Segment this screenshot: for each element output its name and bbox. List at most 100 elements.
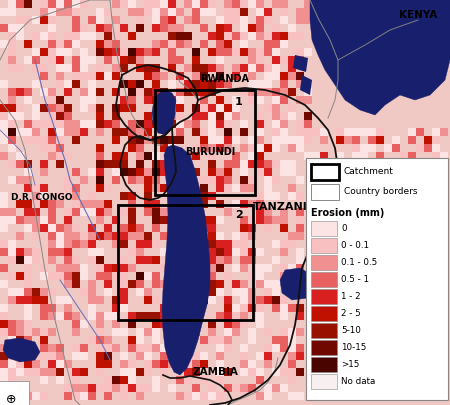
Bar	[96, 88, 104, 96]
Bar	[0, 384, 8, 392]
Bar	[8, 48, 16, 56]
Bar	[56, 48, 64, 56]
Bar	[72, 224, 80, 232]
Bar	[120, 160, 128, 168]
Bar	[264, 208, 272, 216]
Bar	[176, 336, 184, 344]
Bar	[56, 128, 64, 136]
Bar	[224, 336, 232, 344]
Bar	[296, 56, 304, 64]
Bar	[224, 296, 232, 304]
Bar	[264, 104, 272, 112]
Bar	[24, 328, 32, 336]
Bar	[64, 384, 72, 392]
Bar	[56, 344, 64, 352]
Bar	[112, 328, 120, 336]
Bar	[160, 136, 168, 144]
Bar	[112, 104, 120, 112]
Bar	[128, 264, 136, 272]
Bar	[240, 176, 248, 184]
Bar	[184, 240, 192, 248]
Bar	[240, 264, 248, 272]
Bar	[311, 323, 337, 338]
Bar	[120, 296, 128, 304]
Bar	[16, 104, 24, 112]
Bar	[128, 168, 136, 176]
Bar	[40, 352, 48, 360]
Bar	[120, 168, 128, 176]
Bar	[64, 152, 72, 160]
Bar	[48, 208, 56, 216]
Bar	[128, 56, 136, 64]
Bar	[0, 352, 8, 360]
Bar	[32, 192, 40, 200]
Bar	[48, 136, 56, 144]
Bar	[8, 376, 16, 384]
Polygon shape	[300, 75, 312, 95]
Bar	[280, 96, 288, 104]
Bar	[128, 336, 136, 344]
Bar	[272, 280, 280, 288]
Bar	[80, 176, 88, 184]
Bar	[240, 64, 248, 72]
Bar	[40, 296, 48, 304]
Bar	[136, 352, 144, 360]
Bar	[248, 224, 256, 232]
Bar	[240, 344, 248, 352]
Bar	[376, 152, 384, 160]
Bar	[64, 112, 72, 120]
Bar	[272, 240, 280, 248]
Bar	[192, 256, 200, 264]
Bar	[352, 152, 360, 160]
Bar	[176, 88, 184, 96]
Bar	[96, 256, 104, 264]
Bar	[40, 64, 48, 72]
Bar	[24, 224, 32, 232]
Bar	[152, 256, 160, 264]
Bar	[280, 304, 288, 312]
Bar	[56, 312, 64, 320]
Bar	[72, 232, 80, 240]
Bar	[72, 264, 80, 272]
Bar	[64, 176, 72, 184]
Bar	[0, 136, 8, 144]
Bar	[128, 312, 136, 320]
Bar	[264, 64, 272, 72]
Bar	[432, 136, 440, 144]
Bar	[176, 344, 184, 352]
Bar	[208, 272, 216, 280]
Bar	[40, 376, 48, 384]
Bar	[88, 16, 96, 24]
Bar	[144, 232, 152, 240]
Bar	[144, 352, 152, 360]
Bar	[296, 208, 304, 216]
Bar	[311, 184, 339, 200]
Bar	[16, 344, 24, 352]
Bar	[88, 72, 96, 80]
Bar	[272, 64, 280, 72]
Bar	[360, 128, 368, 136]
Bar	[80, 48, 88, 56]
Bar	[408, 152, 416, 160]
Bar	[112, 304, 120, 312]
Bar	[56, 144, 64, 152]
Bar	[224, 144, 232, 152]
Bar	[56, 352, 64, 360]
Bar	[256, 312, 264, 320]
Bar	[64, 0, 72, 8]
Bar	[200, 24, 208, 32]
Bar	[384, 144, 392, 152]
Bar	[24, 344, 32, 352]
Bar	[256, 248, 264, 256]
Bar	[264, 344, 272, 352]
Bar	[160, 248, 168, 256]
Text: 0.1 - 0.5: 0.1 - 0.5	[341, 258, 377, 267]
Bar	[104, 344, 112, 352]
Bar	[240, 32, 248, 40]
Bar	[256, 0, 264, 8]
Bar	[232, 304, 240, 312]
Bar	[208, 320, 216, 328]
Bar	[240, 200, 248, 208]
Bar	[344, 128, 352, 136]
Bar	[136, 168, 144, 176]
